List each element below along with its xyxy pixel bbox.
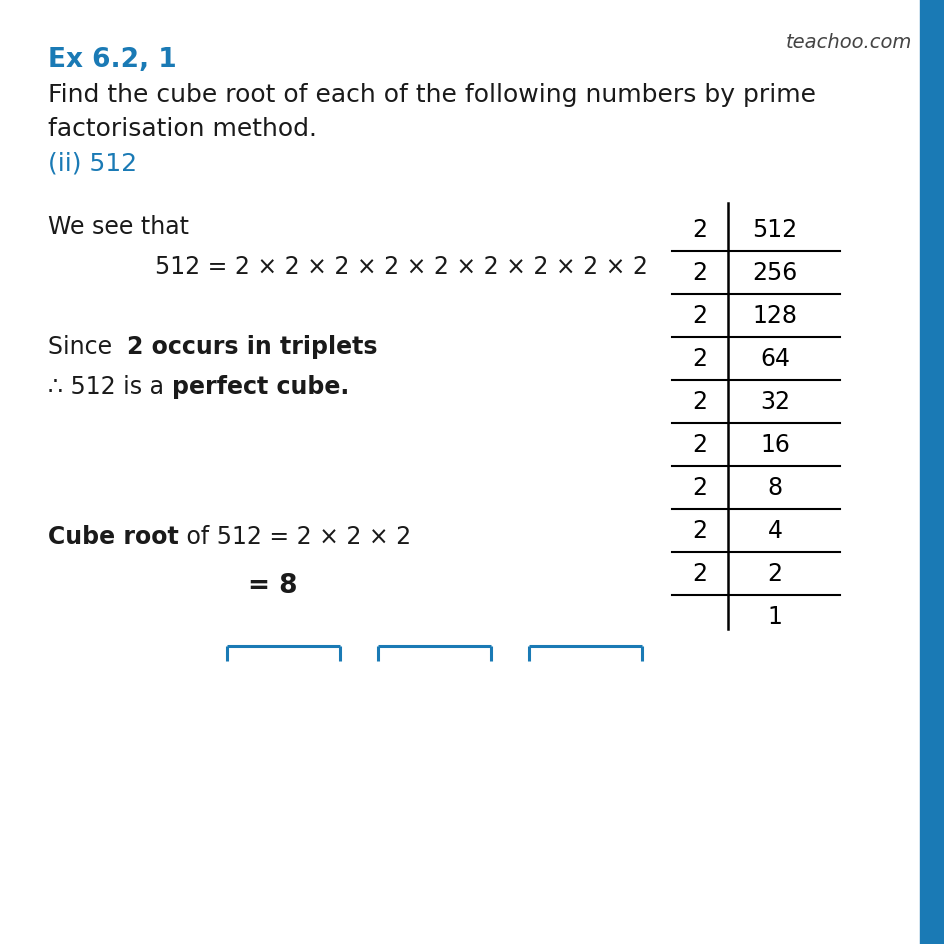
Text: 2: 2: [692, 218, 707, 242]
Text: (ii) 512: (ii) 512: [48, 152, 137, 176]
Text: Since: Since: [48, 334, 127, 359]
Text: Cube root: Cube root: [48, 525, 178, 548]
Text: = 8: = 8: [247, 572, 297, 598]
Text: of 512 = 2 × 2 × 2: of 512 = 2 × 2 × 2: [178, 525, 411, 548]
Text: 256: 256: [751, 261, 797, 285]
Text: 2: 2: [692, 304, 707, 328]
Text: factorisation method.: factorisation method.: [48, 117, 316, 141]
Text: 2: 2: [692, 562, 707, 585]
Text: ∴ 512 is a: ∴ 512 is a: [48, 375, 171, 398]
Text: 32: 32: [759, 390, 789, 413]
Text: 2 occurs in triplets: 2 occurs in triplets: [127, 334, 378, 359]
Text: 2: 2: [692, 432, 707, 457]
Text: 2: 2: [767, 562, 782, 585]
Text: teachoo.com: teachoo.com: [784, 33, 911, 52]
Text: Find the cube root of each of the following numbers by prime: Find the cube root of each of the follow…: [48, 83, 815, 107]
Text: perfect cube.: perfect cube.: [171, 375, 348, 398]
Text: We see that: We see that: [48, 215, 189, 239]
Text: 8: 8: [767, 476, 782, 499]
Text: 128: 128: [751, 304, 797, 328]
Text: 4: 4: [767, 518, 782, 543]
Text: 2: 2: [692, 476, 707, 499]
Text: 512 = 2 × 2 × 2 × 2 × 2 × 2 × 2 × 2 × 2: 512 = 2 × 2 × 2 × 2 × 2 × 2 × 2 × 2 × 2: [155, 255, 648, 278]
Text: 2: 2: [692, 346, 707, 371]
Bar: [919, 0, 944, 944]
Text: 2: 2: [692, 518, 707, 543]
Text: 2: 2: [692, 261, 707, 285]
Text: 1: 1: [767, 604, 782, 629]
Text: 16: 16: [759, 432, 789, 457]
Text: 2: 2: [692, 390, 707, 413]
Text: 64: 64: [759, 346, 789, 371]
Text: 512: 512: [751, 218, 797, 242]
Text: Ex 6.2, 1: Ex 6.2, 1: [48, 47, 177, 73]
